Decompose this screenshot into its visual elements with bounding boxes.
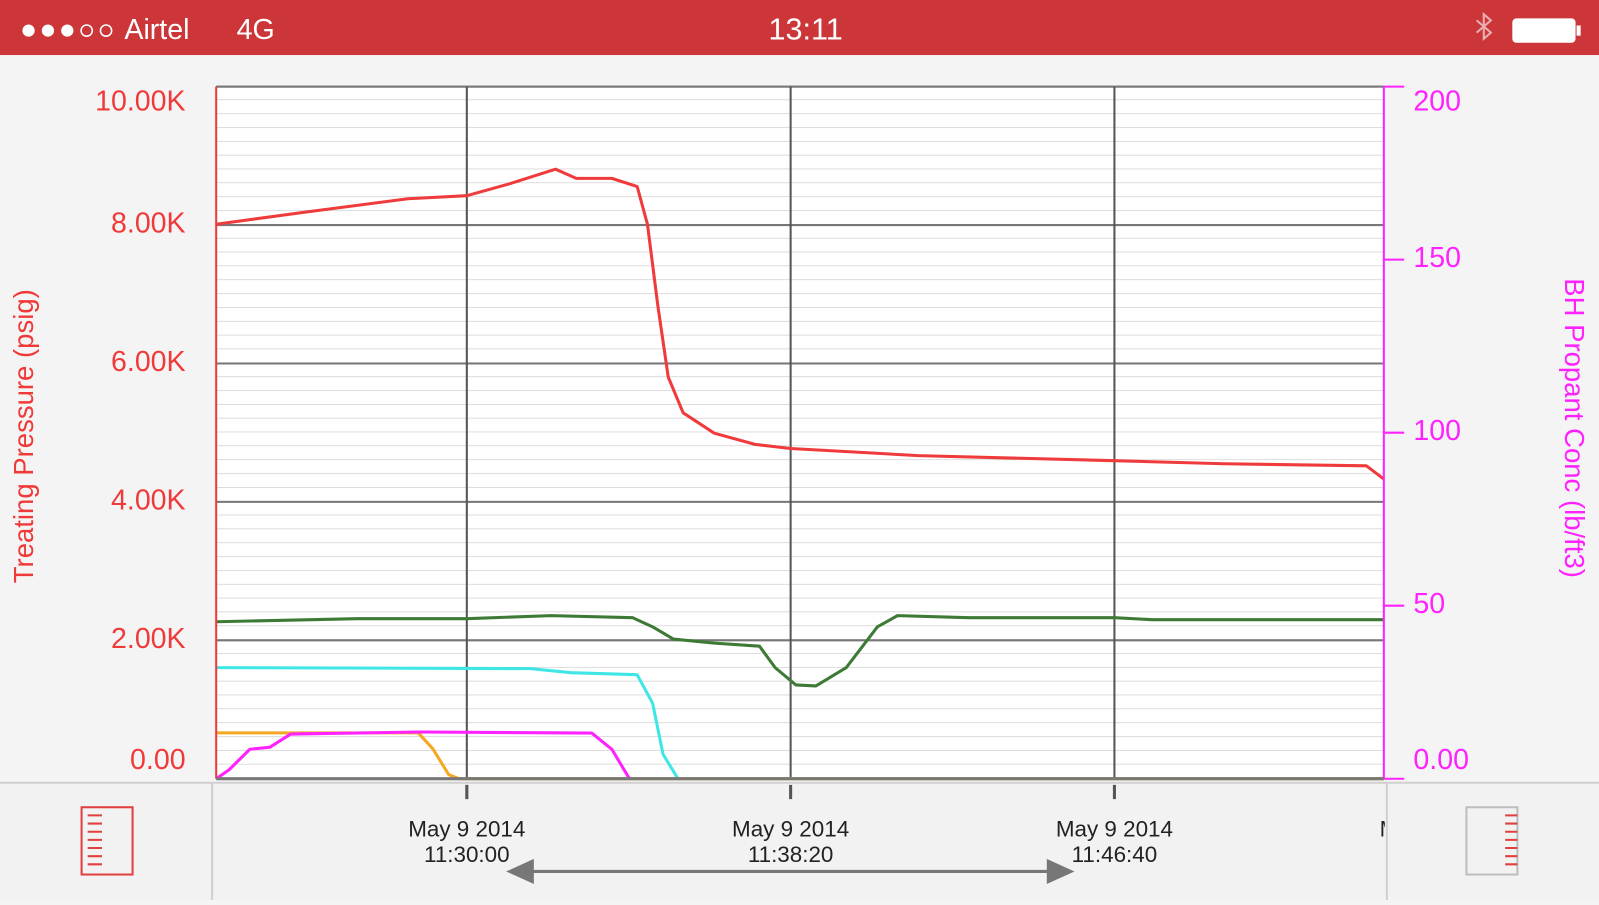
y2-tick-label: 50 bbox=[1413, 588, 1445, 620]
network: 4G bbox=[237, 14, 275, 46]
series-line bbox=[216, 614, 1384, 688]
y-tick-label: 6.00K bbox=[111, 346, 186, 378]
series-line bbox=[215, 730, 631, 780]
battery-icon bbox=[1512, 18, 1576, 43]
x-tick-label: 11:38:20 bbox=[748, 842, 834, 867]
x-tick-label: May 9 2014 bbox=[732, 817, 849, 842]
y2-tick-label: 0.00 bbox=[1413, 744, 1469, 776]
y-tick-label: 4.00K bbox=[111, 484, 186, 516]
bluetooth-icon bbox=[1475, 12, 1493, 41]
y2-tick-label: 200 bbox=[1413, 85, 1461, 117]
y2-tick-label: 150 bbox=[1413, 242, 1461, 274]
x-tick-label: 11:46:40 bbox=[1072, 842, 1158, 867]
clock: 13:11 bbox=[768, 13, 842, 47]
right-ruler-icon[interactable] bbox=[1465, 806, 1519, 876]
series-line bbox=[216, 666, 680, 780]
signal-dots bbox=[22, 24, 113, 37]
y-tick-label: 10.00K bbox=[95, 85, 185, 117]
scroll-arrow bbox=[506, 858, 1075, 885]
bottom-bar bbox=[0, 782, 1599, 900]
x-tick-label: May 9 2014 bbox=[408, 817, 525, 842]
y2-tick-label: 100 bbox=[1413, 415, 1461, 447]
x-tick-label: May 9 2014 bbox=[1056, 817, 1173, 842]
y-tick-label: 8.00K bbox=[111, 208, 186, 240]
x-tick-label: 11:30:00 bbox=[424, 842, 510, 867]
y2-axis-label: BH Propant Conc (lb/ft3) bbox=[1559, 278, 1590, 578]
y-tick-label: 2.00K bbox=[111, 623, 186, 655]
carrier: Airtel bbox=[124, 14, 189, 46]
x-tick-label: May 9 2014 bbox=[1380, 817, 1497, 842]
y-tick-label: 0.00 bbox=[130, 744, 186, 776]
status-bar bbox=[0, 0, 1599, 56]
left-ruler-icon[interactable] bbox=[80, 806, 134, 876]
axes: 0.00 2.00K 4.00K 6.00K 8.00K 10.00K 0.00 50 100 1… bbox=[95, 85, 1469, 781]
series-line bbox=[215, 167, 1385, 481]
battery-tip bbox=[1576, 25, 1581, 36]
y-axis-label: Treating Pressure (psig) bbox=[8, 289, 39, 583]
minor-grid bbox=[216, 86, 1384, 779]
